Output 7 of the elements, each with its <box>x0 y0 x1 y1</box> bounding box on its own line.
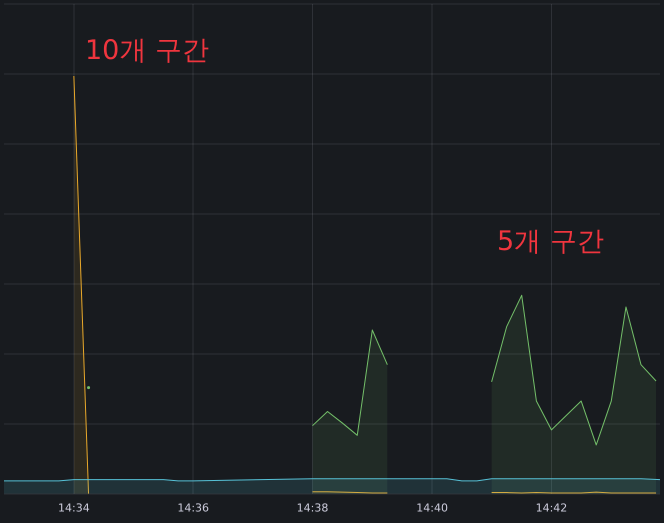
annotation: 5개 구간 <box>497 226 604 257</box>
x-tick-label: 14:36 <box>177 501 210 514</box>
x-tick-label: 14:34 <box>58 501 90 514</box>
x-tick-label: 14:38 <box>296 501 328 514</box>
x-tick-label: 14:40 <box>416 501 448 514</box>
text: 10개 구간 <box>85 35 209 66</box>
x-tick-label: 14:42 <box>536 501 568 514</box>
